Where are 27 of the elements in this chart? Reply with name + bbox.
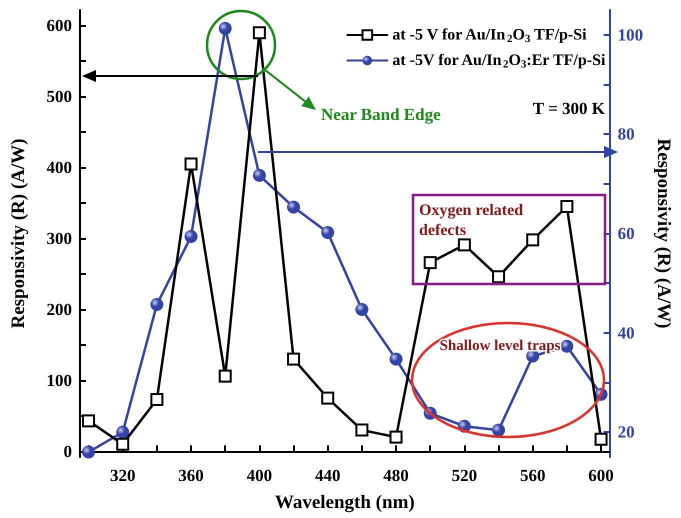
y2-tick-label: 40 xyxy=(618,323,635,342)
x-tick-label: 600 xyxy=(588,466,614,485)
x-tick-label: 520 xyxy=(452,466,478,485)
y2-tick-label: 60 xyxy=(618,224,635,243)
y2-tick-label: 80 xyxy=(618,124,635,144)
y-tick-label: 500 xyxy=(46,87,72,106)
y-tick-label: 100 xyxy=(46,370,72,390)
annotation: Near Band Edge xyxy=(321,105,442,124)
x-tick-label: 440 xyxy=(314,466,340,485)
y2-tick-label: 20 xyxy=(618,422,635,442)
x-axis-title: Wavelength (nm) xyxy=(274,492,415,513)
y2-tick-label: 100 xyxy=(618,25,644,44)
y2-axis-title: Responsivity (R) (A/W) xyxy=(653,138,674,328)
y-axis-title: Responsivity (R) (A/W) xyxy=(8,138,29,328)
x-tick-label: 560 xyxy=(520,466,546,485)
y-tick-label: 200 xyxy=(46,300,72,319)
y-tick-label: 300 xyxy=(46,228,72,248)
annotation: Oxygen related defects xyxy=(419,202,524,239)
annotation: Shallow level traps xyxy=(440,338,561,354)
x-tick-label: 480 xyxy=(383,466,409,485)
x-tick-label: 360 xyxy=(178,466,204,485)
annotation: T = 300 K xyxy=(532,99,606,118)
x-tick-label: 320 xyxy=(110,466,136,485)
y-tick-label: 600 xyxy=(46,16,72,36)
x-tick-label: 400 xyxy=(246,466,272,485)
y-tick-label: 0 xyxy=(64,442,72,461)
y-tick-label: 400 xyxy=(46,158,72,178)
